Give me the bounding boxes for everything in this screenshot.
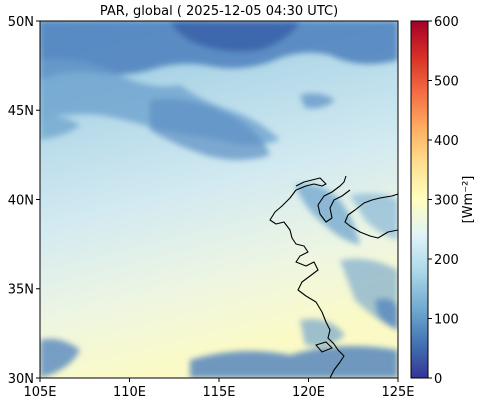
map-area bbox=[40, 21, 398, 378]
lon-tick-label: 120E bbox=[292, 385, 325, 400]
lon-axis: 105E 110E 115E 120E 125E bbox=[23, 378, 415, 400]
colorbar-tick-label: 500 bbox=[434, 75, 459, 90]
lat-tick-label: 45N bbox=[8, 104, 34, 119]
coastline bbox=[269, 175, 398, 378]
map-title: PAR, global ( 2025-12-05 04:30 UTC) bbox=[100, 4, 338, 19]
cloud-field bbox=[40, 21, 398, 378]
lon-tick-label: 125E bbox=[381, 385, 414, 400]
colorbar-label: [Wm⁻²] bbox=[461, 176, 476, 224]
lon-tick-label: 110E bbox=[113, 385, 146, 400]
colorbar-tick-label: 600 bbox=[434, 15, 459, 30]
lat-tick-label: 40N bbox=[8, 194, 34, 209]
lat-tick-label: 30N bbox=[8, 372, 34, 387]
colorbar-tick-label: 100 bbox=[434, 313, 459, 328]
lon-tick-label: 105E bbox=[23, 385, 56, 400]
colorbar: 0 100 200 300 400 500 600 [Wm⁻²] bbox=[410, 15, 476, 387]
lon-tick-label: 115E bbox=[202, 385, 235, 400]
colorbar-tick-label: 0 bbox=[434, 372, 442, 387]
colorbar-tick-label: 400 bbox=[434, 134, 459, 149]
lat-tick-label: 35N bbox=[8, 283, 34, 298]
colorbar-tick-label: 300 bbox=[434, 194, 459, 209]
lat-axis: 30N 35N 40N 45N 50N bbox=[8, 15, 40, 387]
colorbar-gradient bbox=[410, 20, 429, 379]
lat-tick-label: 50N bbox=[8, 15, 34, 30]
coastline-island bbox=[315, 341, 333, 353]
colorbar-tick-label: 200 bbox=[434, 253, 459, 268]
